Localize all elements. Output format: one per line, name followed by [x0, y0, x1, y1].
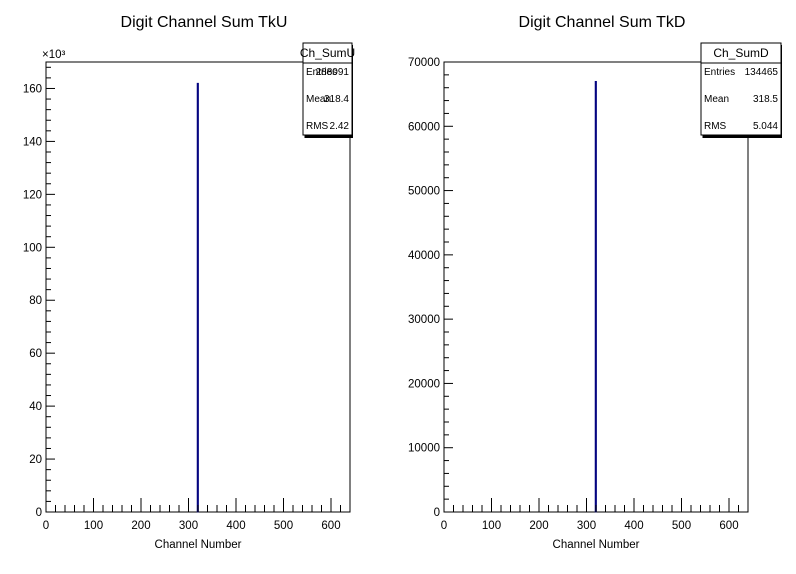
y-tick-label: 80: [29, 295, 42, 307]
stats-value: 318.5: [753, 94, 778, 105]
x-tick-label: 200: [529, 520, 548, 532]
y-tick-label: 160: [23, 83, 42, 95]
y-tick-label: 20: [29, 454, 42, 466]
panel-right: Digit Channel Sum TkD 0 100 200 300 400 500 600…: [408, 14, 782, 551]
stats-value: 134465: [745, 67, 779, 78]
x-tick-label: 100: [84, 520, 103, 532]
x-tick-label: 100: [482, 520, 501, 532]
x-tick-label: 200: [131, 520, 150, 532]
y-tick-label: 10000: [408, 443, 440, 455]
y-tick-label: 20000: [408, 378, 440, 390]
histogram-bar: [196, 82, 199, 513]
x-axis-title: Channel Number: [553, 539, 640, 551]
y-tick-label: 60: [29, 348, 42, 360]
y-exponent-label: ×10³: [42, 49, 66, 61]
stats-value: 2.42: [330, 121, 350, 132]
x-tick-label: 0: [441, 520, 447, 532]
y-tick-label: 40000: [408, 250, 440, 262]
stats-box-frame: [302, 42, 353, 136]
stats-label: RMS: [306, 121, 329, 132]
x-tick-label: 500: [672, 520, 691, 532]
x-tick-label: 500: [274, 520, 293, 532]
stats-label: RMS: [704, 121, 727, 132]
y-tick-label: 50000: [408, 186, 440, 198]
x-tick-label: 0: [43, 520, 49, 532]
y-tick-label: 0: [434, 507, 440, 519]
y-tick-label: 70000: [408, 57, 440, 69]
x-tick-label: 300: [179, 520, 198, 532]
stats-label: Entries: [306, 67, 337, 78]
stats-value: 5.044: [753, 121, 778, 132]
y-tick-label: 0: [36, 507, 42, 519]
stats-box: Ch_SumD Entries 134465 Mean 318.5 RMS 5.044: [700, 42, 782, 138]
chart-title: Digit Channel Sum TkU: [121, 14, 288, 31]
y-tick-label: 60000: [408, 121, 440, 133]
y-tick-label: 120: [23, 189, 42, 201]
stats-value: 318.4: [324, 94, 349, 105]
stats-label: Mean: [306, 94, 331, 105]
stats-value: 288091: [316, 67, 350, 78]
y-tick-label: 100: [23, 242, 42, 254]
x-axis-title: Channel Number: [155, 539, 242, 551]
x-tick-label: 400: [226, 520, 245, 532]
stats-label: Mean: [704, 94, 729, 105]
stats-box-title: Ch_SumD: [713, 46, 769, 60]
y-tick-label: 40: [29, 401, 42, 413]
stats-label: Entries: [704, 67, 735, 78]
x-tick-label: 600: [719, 520, 738, 532]
x-tick-label: 600: [321, 520, 340, 532]
chart-title: Digit Channel Sum TkD: [519, 14, 686, 31]
x-tick-label: 400: [624, 520, 643, 532]
stats-box-title: Ch_SumU: [300, 46, 355, 60]
histogram-bar: [594, 80, 597, 513]
stats-box-frame: [700, 42, 782, 136]
y-tick-label: 30000: [408, 314, 440, 326]
x-tick-label: 300: [577, 520, 596, 532]
y-tick-label: 140: [23, 136, 42, 148]
